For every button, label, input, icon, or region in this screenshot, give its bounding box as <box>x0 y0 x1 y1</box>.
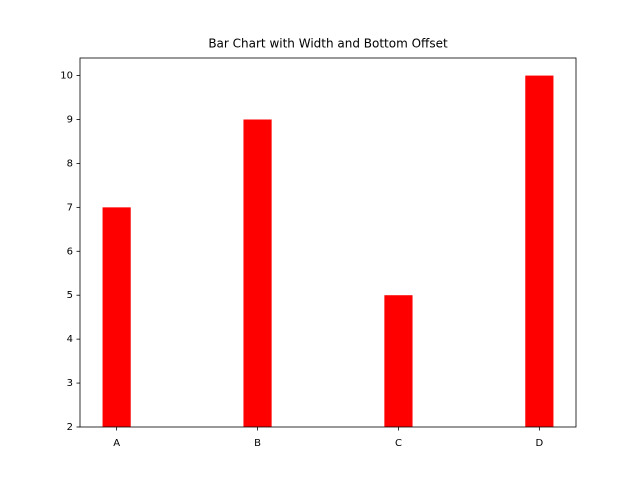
bar <box>243 119 272 427</box>
y-tick-label: 9 <box>67 115 73 126</box>
y-tick-label: 7 <box>67 202 73 213</box>
y-tick-label: 3 <box>67 378 73 389</box>
bar <box>525 75 554 428</box>
x-tick-label: B <box>254 438 261 449</box>
x-tick-label: C <box>395 438 402 449</box>
bar <box>102 207 131 427</box>
y-tick-label: 2 <box>67 422 73 433</box>
y-tick-label: 5 <box>67 290 73 301</box>
x-tick-label: A <box>113 438 120 449</box>
y-tick-label: 6 <box>67 246 73 257</box>
y-tick-label: 10 <box>60 71 73 82</box>
y-tick-label: 8 <box>67 158 73 169</box>
x-tick-label: D <box>536 438 544 449</box>
bar <box>384 295 413 427</box>
y-tick-label: 4 <box>67 334 73 345</box>
plot-frame <box>79 57 577 428</box>
chart-title: Bar Chart with Width and Bottom Offset <box>208 37 448 51</box>
